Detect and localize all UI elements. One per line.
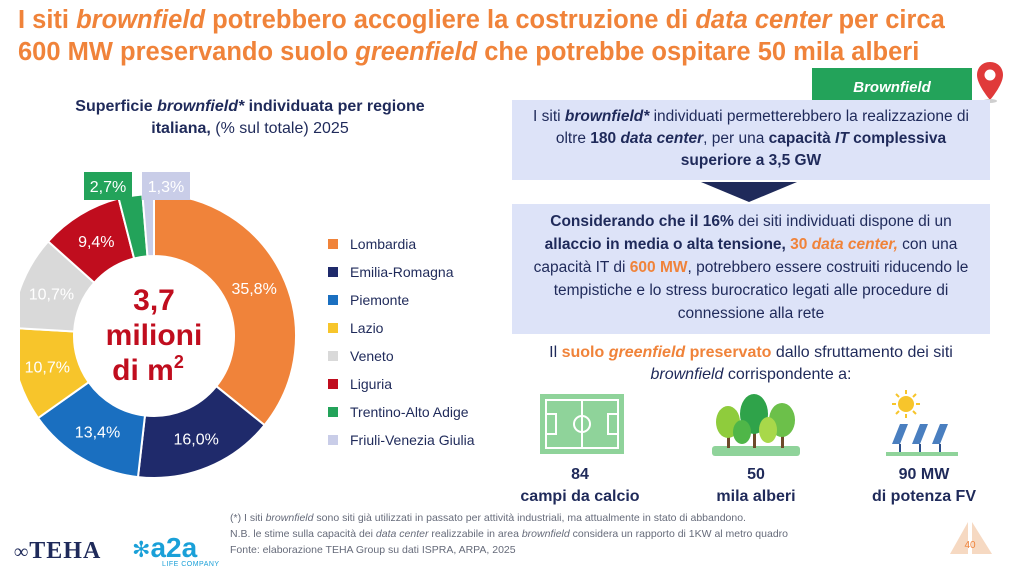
greenfield-intro: Il suolo greenfield preservato dallo sfr… [549,344,953,383]
teha-logo: ∞TEHA [14,538,102,564]
kpi-label: di potenza FV [872,488,976,505]
donut-center-measure: di m2 [112,352,184,387]
legend-label: Veneto [350,348,394,364]
legend-item: Piemonte [328,286,475,314]
footnote-source: Fonte: elaborazione TEHA Group su dati I… [230,544,516,556]
legend-label: Trentino-Alto Adige [350,404,469,420]
donut-callout-box [84,172,132,200]
legend-swatch [328,379,338,389]
legend-swatch [328,323,338,333]
kpi-value: 90 MW [898,466,950,483]
legend-swatch [328,351,338,361]
legend-label: Emilia-Romagna [350,264,454,280]
donut-slice-label: 16,0% [173,432,218,449]
legend-item: Veneto [328,342,475,370]
football-field-icon [540,394,624,454]
donut-slice-label: 9,4% [78,234,114,251]
donut-slice-label: 13,4% [75,425,120,442]
donut-slice-label: 35,8% [231,281,276,298]
legend-swatch [328,407,338,417]
donut-slice-label: 10,7% [25,360,70,377]
footnote-2: N.B. le stime sulla capacità dei data ce… [230,528,789,540]
chart-title: Superficie brownfield* individuata per r… [75,98,425,137]
donut-slice-label: 10,7% [29,287,74,304]
donut-center-value: 3,7 [133,284,175,317]
solar-panel-icon [886,390,958,456]
donut-slice-label: 2,7% [90,179,126,196]
a2a-logo-subtitle: LIFE COMPANY [162,561,220,568]
page-number: 40 [964,540,976,551]
legend-swatch [328,435,338,445]
legend-label: Lombardia [350,236,417,252]
title-line-1: I siti brownfield potrebbero accogliere … [18,6,945,34]
location-pin-icon [977,62,1003,103]
legend-item: Emilia-Romagna [328,258,475,286]
donut-slice-lombardia [153,192,297,427]
kpi-value: 50 [747,466,765,483]
donut-callout-box [142,172,190,200]
legend-label: Liguria [350,376,393,392]
legend-item: Friuli-Venezia Giulia [328,426,475,454]
a2a-logo: ✻a2a [132,532,198,563]
legend-label: Piemonte [350,292,410,308]
kpi-label: campi da calcio [520,488,640,505]
footnote-1: (*) I siti brownfield sono siti già util… [230,512,746,524]
title-line-2: 600 MW preservando suolo greenfield che … [18,38,920,66]
donut-center-unit: milioni [106,319,203,352]
kpi-value: 84 [571,466,589,483]
donut-chart: 35,8% 16,0% 13,4% 10,7% 10,7% 9,4% 2,7% 1,3% 3,… [20,172,297,479]
chart-legend: Lombardia Emilia-Romagna Piemonte Lazio Vene… [328,230,475,454]
legend-swatch [328,295,338,305]
legend-item: Lazio [328,314,475,342]
brownfield-summary-box: I siti brownfield* individuati permetter… [512,100,990,180]
footnotes: (*) I siti brownfield sono siti già util… [230,510,910,558]
kpi-football-fields: 84 campi da calcio [510,464,650,508]
trees-icon [712,394,800,456]
legend-label: Lazio [350,320,384,336]
grid-connection-box: Considerando che il 16% dei siti individ… [512,204,990,334]
legend-swatch [328,267,338,277]
legend-item: Lombardia [328,230,475,258]
kpi-pv-power: 90 MW di potenza FV [854,464,994,508]
page-title: I siti brownfield potrebbero accogliere … [18,4,1008,68]
brownfield-tag: Brownfield [812,68,972,106]
kpi-label: mila alberi [716,488,796,505]
donut-slice-label: 1,3% [148,179,184,196]
legend-label: Friuli-Venezia Giulia [350,432,475,448]
donut-slice-lazio [20,327,91,420]
legend-item: Liguria [328,370,475,398]
arrow-down-icon [701,182,797,202]
page-number-sail-icon: 40 [950,522,992,554]
legend-item: Trentino-Alto Adige [328,398,475,426]
legend-swatch [328,239,338,249]
kpi-trees: 50 mila alberi [686,464,826,508]
